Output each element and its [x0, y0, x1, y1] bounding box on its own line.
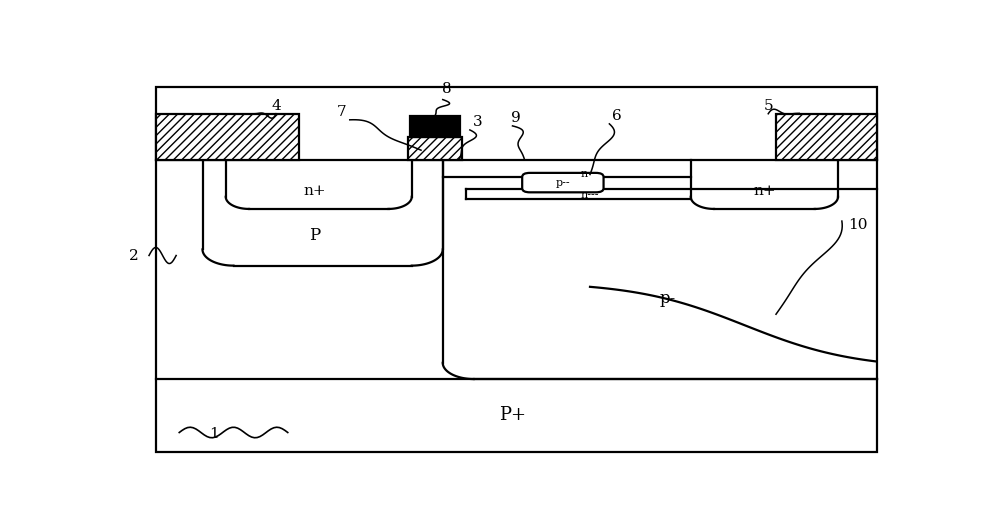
Text: 9: 9	[512, 111, 521, 125]
Text: 2: 2	[129, 248, 138, 262]
Bar	[408, 137, 462, 160]
FancyBboxPatch shape	[522, 173, 604, 193]
Text: n---: n---	[581, 190, 599, 200]
Bar	[776, 114, 877, 160]
Text: n+: n+	[304, 184, 326, 198]
Text: 1: 1	[209, 427, 219, 441]
Text: P+: P+	[499, 407, 526, 424]
Text: p--: p--	[556, 178, 570, 188]
Text: n-: n-	[581, 169, 592, 179]
Text: 7: 7	[337, 105, 347, 119]
Bar	[410, 116, 460, 137]
Text: 3: 3	[473, 115, 482, 129]
Text: 10: 10	[848, 218, 867, 232]
Text: p-: p-	[659, 289, 676, 307]
Text: P: P	[309, 227, 320, 244]
Text: 8: 8	[442, 83, 451, 96]
Bar	[156, 87, 877, 452]
Text: 4: 4	[271, 99, 281, 113]
Bar	[156, 114, 299, 160]
Text: 6: 6	[612, 109, 622, 123]
Text: 5: 5	[763, 99, 773, 113]
Text: n+: n+	[753, 184, 776, 198]
